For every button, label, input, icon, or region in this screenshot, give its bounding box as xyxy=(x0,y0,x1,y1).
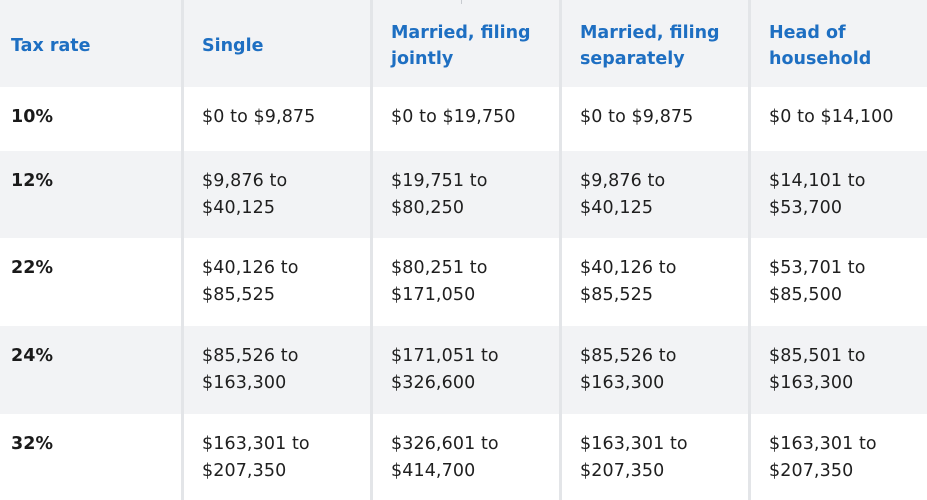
range-line: $19,751 to xyxy=(391,171,488,191)
range-line: $0 to $19,750 xyxy=(391,107,516,127)
married-jointly-cell: $80,251 to $171,050 xyxy=(370,238,559,326)
married-jointly-cell: $0 to $19,750 xyxy=(370,87,559,151)
range-line: $163,301 to xyxy=(769,434,877,454)
range-line: $80,251 to xyxy=(391,258,488,278)
rate-value: 10% xyxy=(11,107,54,127)
rate-cell: 10% xyxy=(0,87,181,151)
range-line: $85,526 to xyxy=(202,346,299,366)
range-line: $163,300 xyxy=(202,373,287,393)
married-jointly-cell: $171,051 to $326,600 xyxy=(370,326,559,414)
header-single: Single xyxy=(181,0,370,87)
range-line: $80,250 xyxy=(391,198,465,218)
rate-value: 32% xyxy=(11,434,54,454)
range-line: $14,101 to xyxy=(769,171,866,191)
header-married-separately-line2: separately xyxy=(580,48,685,69)
rate-cell: 12% xyxy=(0,151,181,238)
rate-cell: 24% xyxy=(0,326,181,414)
range-line: $85,501 to xyxy=(769,346,866,366)
range-line: $163,300 xyxy=(769,373,854,393)
range-line: $0 to $14,100 xyxy=(769,107,894,127)
married-separately-cell: $163,301 to $207,350 xyxy=(559,414,748,500)
single-cell: $163,301 to $207,350 xyxy=(181,414,370,500)
single-cell: $85,526 to $163,300 xyxy=(181,326,370,414)
range-line: $40,125 xyxy=(580,198,654,218)
range-line: $0 to $9,875 xyxy=(202,107,316,127)
range-line: $85,525 xyxy=(580,285,654,305)
range-line: $40,126 to xyxy=(580,258,677,278)
range-line: $326,601 to xyxy=(391,434,499,454)
table-row: 32% $163,301 to $207,350 $326,601 to $41… xyxy=(0,414,927,500)
range-line: $207,350 xyxy=(580,461,665,481)
rate-value: 24% xyxy=(11,346,54,366)
table-header-row: Tax rate Single Married, filing jointly … xyxy=(0,0,927,87)
table-row: 24% $85,526 to $163,300 $171,051 to $326… xyxy=(0,326,927,414)
header-head-of-household-line2: household xyxy=(769,48,872,69)
married-separately-cell: $85,526 to $163,300 xyxy=(559,326,748,414)
married-jointly-cell: $326,601 to $414,700 xyxy=(370,414,559,500)
rate-value: 12% xyxy=(11,171,54,191)
married-jointly-cell: $19,751 to $80,250 xyxy=(370,151,559,238)
married-separately-cell: $0 to $9,875 xyxy=(559,87,748,151)
range-line: $53,701 to xyxy=(769,258,866,278)
single-cell: $9,876 to $40,125 xyxy=(181,151,370,238)
header-tax-rate: Tax rate xyxy=(0,0,181,87)
range-line: $53,700 xyxy=(769,198,843,218)
header-single-label: Single xyxy=(202,35,264,56)
single-cell: $40,126 to $85,525 xyxy=(181,238,370,326)
header-married-separately-line1: Married, filing xyxy=(580,22,720,43)
range-line: $414,700 xyxy=(391,461,476,481)
range-line: $9,876 to xyxy=(580,171,666,191)
range-line: $40,125 xyxy=(202,198,276,218)
married-separately-cell: $9,876 to $40,125 xyxy=(559,151,748,238)
range-line: $171,050 xyxy=(391,285,476,305)
header-head-of-household: Head of household xyxy=(748,0,927,87)
married-separately-cell: $40,126 to $85,525 xyxy=(559,238,748,326)
range-line: $163,301 to xyxy=(580,434,688,454)
head-of-household-cell: $85,501 to $163,300 xyxy=(748,326,927,414)
rate-cell: 22% xyxy=(0,238,181,326)
table-row: 12% $9,876 to $40,125 $19,751 to $80,250… xyxy=(0,151,927,238)
range-line: $207,350 xyxy=(202,461,287,481)
range-line: $163,301 to xyxy=(202,434,310,454)
head-of-household-cell: $14,101 to $53,700 xyxy=(748,151,927,238)
header-tax-rate-label: Tax rate xyxy=(11,35,91,56)
header-married-jointly-line2: jointly xyxy=(391,48,454,69)
single-cell: $0 to $9,875 xyxy=(181,87,370,151)
range-line: $85,500 xyxy=(769,285,843,305)
head-of-household-cell: $53,701 to $85,500 xyxy=(748,238,927,326)
range-line: $326,600 xyxy=(391,373,476,393)
range-line: $0 to $9,875 xyxy=(580,107,694,127)
table-row: 10% $0 to $9,875 $0 to $19,750 $0 to $9,… xyxy=(0,87,927,151)
table-row: 22% $40,126 to $85,525 $80,251 to $171,0… xyxy=(0,238,927,326)
range-line: $9,876 to xyxy=(202,171,288,191)
header-married-jointly: Married, filing jointly xyxy=(370,0,559,87)
range-line: $40,126 to xyxy=(202,258,299,278)
range-line: $171,051 to xyxy=(391,346,499,366)
header-married-separately: Married, filing separately xyxy=(559,0,748,87)
range-line: $85,525 xyxy=(202,285,276,305)
scroll-marker xyxy=(461,0,462,4)
range-line: $207,350 xyxy=(769,461,854,481)
range-line: $85,526 to xyxy=(580,346,677,366)
rate-value: 22% xyxy=(11,258,54,278)
head-of-household-cell: $163,301 to $207,350 xyxy=(748,414,927,500)
header-married-jointly-line1: Married, filing xyxy=(391,22,531,43)
header-head-of-household-line1: Head of xyxy=(769,22,846,43)
rate-cell: 32% xyxy=(0,414,181,500)
range-line: $163,300 xyxy=(580,373,665,393)
head-of-household-cell: $0 to $14,100 xyxy=(748,87,927,151)
